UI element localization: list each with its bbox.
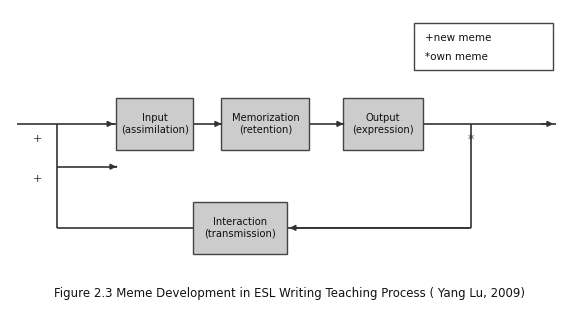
Text: Memorization
(retention): Memorization (retention) [232,113,299,135]
Text: Input
(assimilation): Input (assimilation) [121,113,189,135]
Bar [116,98,193,150]
Text: *own meme: *own meme [424,52,488,62]
Bar [221,98,309,150]
Bar [415,23,554,71]
Bar [193,202,287,254]
Text: Interaction
(transmission): Interaction (transmission) [204,217,276,239]
Text: +new meme: +new meme [424,33,491,43]
Text: +: + [32,174,42,184]
Bar [343,98,423,150]
Text: Output
(expression): Output (expression) [352,113,414,135]
Text: Figure 2.3 Meme Development in ESL Writing Teaching Process ( Yang Lu, 2009): Figure 2.3 Meme Development in ESL Writi… [54,287,525,300]
Text: +: + [32,134,42,144]
Text: *: * [468,133,474,146]
